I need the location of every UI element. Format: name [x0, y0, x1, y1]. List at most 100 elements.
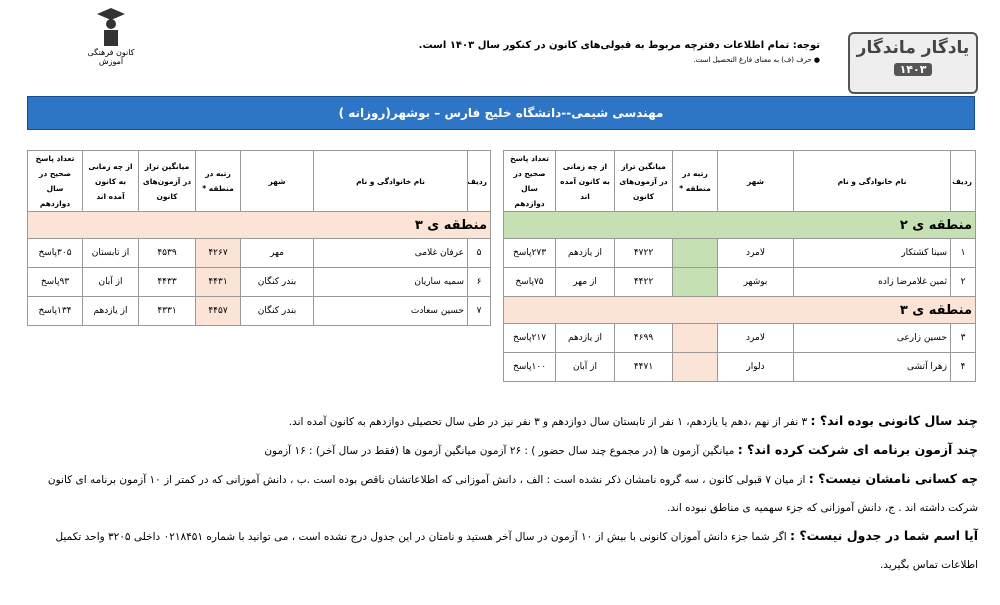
region-label: منطقه ی ۳ — [503, 296, 976, 324]
cell: ۴۴۷۱ — [614, 352, 673, 382]
column-header: ردیف — [950, 150, 976, 212]
column-header: نام خانوادگی و نام — [793, 150, 951, 212]
cell: ۲۷۳پاسخ — [503, 238, 556, 268]
note-paragraph: چه کسانی نامشان نیست؟ : از میان ۷ قبولی … — [20, 465, 978, 522]
notes: چند سال کانونی بوده اند؟ : ۳ نفر از نهم … — [20, 407, 978, 579]
cell: ۴۴۲۲ — [614, 267, 673, 297]
column-header: رتبه در منطقه * — [672, 150, 718, 212]
data-row: ۷ حسین سعادت بندر کنگان ۴۴۵۷ ۴۳۳۱ از یازدهم ۱۳… — [27, 296, 491, 326]
cell: ۴۶۹۹ — [614, 323, 673, 353]
header-row: ردیف نام خانوادگی و نام شهر رتبه در منطقه *… — [27, 150, 491, 212]
cell: زهرا آتشی — [793, 352, 951, 382]
graduate-icon — [97, 8, 125, 46]
cell: ۴۵۳۹ — [138, 238, 196, 268]
column-header: از چه زمانی به کانون آمده اند — [82, 150, 139, 212]
note-text: ۳ نفر از نهم ،دهم یا یازدهم، ۱ نفر از تا… — [288, 416, 811, 428]
note-paragraph: چند سال کانونی بوده اند؟ : ۳ نفر از نهم … — [20, 407, 978, 436]
data-row: ۳ حسین زارعی لامرد ۴۶۹۹ از یازدهم ۲۱۷پاسخ — [503, 323, 976, 353]
brand-name: یادگار ماندگار — [856, 38, 970, 58]
cell: ۹۳پاسخ — [27, 267, 83, 297]
cell: حسین سعادت — [313, 296, 468, 326]
cell: ۴۷۲۲ — [614, 238, 673, 268]
cell: ۴۴۳۳ — [138, 267, 196, 297]
region-row: منطقه ی ۳ — [27, 211, 491, 239]
cell — [672, 238, 718, 268]
cell: ۴۴۵۷ — [195, 296, 241, 326]
note-label: چند سال کانونی بوده اند؟ : — [810, 413, 978, 428]
region-label: منطقه ی ۳ — [27, 211, 491, 239]
column-header: تعداد پاسخ صحیح در سال دوازدهم — [27, 150, 83, 212]
cell: لامرد — [717, 323, 794, 353]
brand-year: ۱۴۰۳ — [893, 63, 933, 76]
region-label: منطقه ی ۲ — [503, 211, 976, 239]
cell: از تابستان — [82, 238, 139, 268]
cell: از یازدهم — [555, 323, 615, 353]
cell: ۳۰۵پاسخ — [27, 238, 83, 268]
cell: از یازدهم — [555, 238, 615, 268]
column-header: رتبه در منطقه * — [195, 150, 241, 212]
cell: از آبان — [555, 352, 615, 382]
cell: از یازدهم — [82, 296, 139, 326]
cell: ثمین غلامرضا زاده — [793, 267, 951, 297]
note-label: آیا اسم شما در جدول نیست؟ : — [790, 528, 978, 543]
column-header: از چه زمانی به کانون آمده اند — [555, 150, 615, 212]
cell — [672, 323, 718, 353]
cell: ۳ — [950, 323, 976, 353]
result-table: ردیف نام خانوادگی و نام شهر رتبه در منطقه *… — [503, 150, 976, 382]
cell: مهر — [240, 238, 314, 268]
column-header: تعداد پاسخ صحیح در سال دوازدهم — [503, 150, 556, 212]
cell: ۷۵پاسخ — [503, 267, 556, 297]
cell: ۴ — [950, 352, 976, 382]
cell: سینا کشتکار — [793, 238, 951, 268]
data-row: ۱ سینا کشتکار لامرد ۴۷۲۲ از یازدهم ۲۷۳پاسخ — [503, 238, 976, 268]
org-logo: کانون فرهنگی آموزش — [80, 6, 142, 78]
column-header: میانگین تراز در آزمون‌های کانون — [614, 150, 673, 212]
cell: ۷ — [467, 296, 491, 326]
note-text: از میان ۷ قبولی کانون ، سه گروه نامشان ذ… — [47, 474, 978, 514]
note-text: میانگین آزمون ها (در مجموع چند سال حضور … — [264, 445, 738, 457]
title-bar: مهندسی شیمی--دانشگاه خلیج فارس – بوشهر(ر… — [27, 96, 975, 130]
region-row: منطقه ی ۲ — [503, 211, 976, 239]
note-label: چه کسانی نامشان نیست؟ : — [808, 471, 978, 486]
cell — [672, 267, 718, 297]
cell: بوشهر — [717, 267, 794, 297]
data-row: ۶ سمیه ساریان بندر کنگان ۴۴۳۱ ۴۴۳۳ از آبان ۹۳پ… — [27, 267, 491, 297]
cell: دلوار — [717, 352, 794, 382]
org-name: کانون فرهنگی آموزش — [87, 48, 135, 66]
result-table: ردیف نام خانوادگی و نام شهر رتبه در منطقه *… — [27, 150, 491, 326]
cell: حسین زارعی — [793, 323, 951, 353]
cell: ۴۴۳۱ — [195, 267, 241, 297]
data-row: ۵ عرفان غلامی مهر ۴۲۶۷ ۴۵۳۹ از تابستان ۳۰۵پاسخ — [27, 238, 491, 268]
column-header: میانگین تراز در آزمون‌های کانون — [138, 150, 196, 212]
cell: عرفان غلامی — [313, 238, 468, 268]
header-row: ردیف نام خانوادگی و نام شهر رتبه در منطقه *… — [503, 150, 976, 212]
cell: بندر کنگان — [240, 296, 314, 326]
cell: ۱ — [950, 238, 976, 268]
cell — [672, 352, 718, 382]
cell: ۲۱۷پاسخ — [503, 323, 556, 353]
note-label: چند آزمون برنامه ای شرکت کرده اند؟ : — [737, 442, 978, 457]
cell: ۱۳۴پاسخ — [27, 296, 83, 326]
cell: ۵ — [467, 238, 491, 268]
column-header: شهر — [717, 150, 794, 212]
cell: ۴۳۳۱ — [138, 296, 196, 326]
data-row: ۲ ثمین غلامرضا زاده بوشهر ۴۴۲۲ از مهر ۷۵پاسخ — [503, 267, 976, 297]
cell: ۶ — [467, 267, 491, 297]
column-header: نام خانوادگی و نام — [313, 150, 468, 212]
brand-logo: یادگار ماندگار ۱۴۰۳ — [848, 32, 978, 94]
region-row: منطقه ی ۳ — [503, 296, 976, 324]
notice: توجه: تمام اطلاعات دفترچه مربوط به قبولی… — [418, 40, 820, 51]
cell: از مهر — [555, 267, 615, 297]
note: ● حرف (ف) به معنای فارغ التحصیل است. — [693, 56, 820, 64]
cell: بندر کنگان — [240, 267, 314, 297]
cell: ۱۰۰پاسخ — [503, 352, 556, 382]
cell: ۴۲۶۷ — [195, 238, 241, 268]
note-text: اگر شما جزء دانش آموزان کانونی با بیش از… — [55, 531, 978, 571]
column-header: شهر — [240, 150, 314, 212]
cell: سمیه ساریان — [313, 267, 468, 297]
note-paragraph: آیا اسم شما در جدول نیست؟ : اگر شما جزء … — [20, 522, 978, 579]
table-wrap: ردیف نام خانوادگی و نام شهر رتبه در منطقه *… — [27, 150, 491, 326]
column-header: ردیف — [467, 150, 491, 212]
note-paragraph: چند آزمون برنامه ای شرکت کرده اند؟ : میا… — [20, 436, 978, 465]
